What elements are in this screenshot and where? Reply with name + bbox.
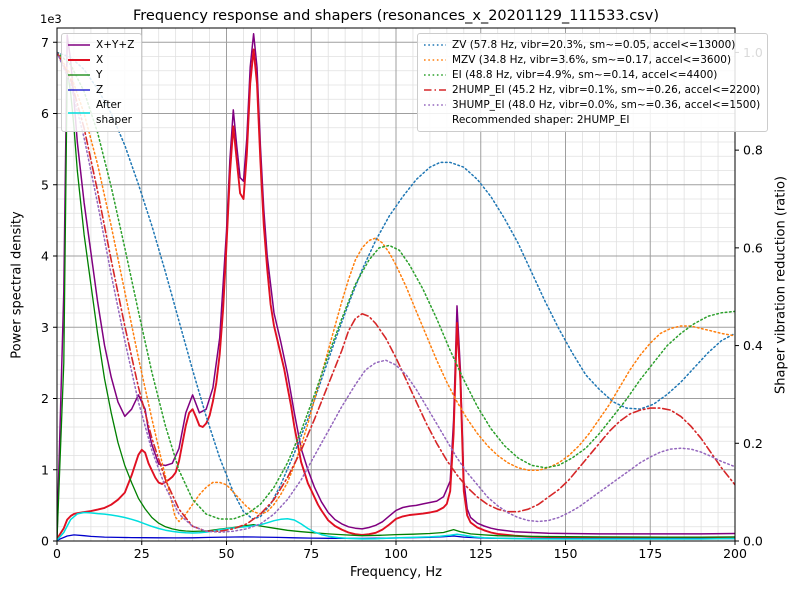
legend-label-2hump-ei: 2HUMP_EI (45.2 Hz, vibr=0.1%, sm~=0.26, … bbox=[452, 83, 761, 96]
legend-item-2hump-ei: 2HUMP_EI (45.2 Hz, vibr=0.1%, sm~=0.26, … bbox=[423, 83, 760, 98]
legend-label-x: X bbox=[96, 53, 104, 66]
legend-label-y: Y bbox=[96, 68, 103, 81]
legend-label-mzv: MZV (34.8 Hz, vibr=3.6%, sm~=0.17, accel… bbox=[452, 53, 732, 66]
svg-text:0: 0 bbox=[53, 546, 61, 561]
legend-label-ei: EI (48.8 Hz, vibr=4.9%, sm~=0.14, accel<… bbox=[452, 68, 718, 81]
svg-text:0.8: 0.8 bbox=[743, 143, 763, 158]
y-axis-label-left: Power spectral density bbox=[9, 211, 25, 359]
recommended-shaper-text: Recommended shaper: 2HUMP_EI bbox=[452, 113, 630, 126]
svg-text:0: 0 bbox=[41, 534, 49, 549]
legend-item-ei: EI (48.8 Hz, vibr=4.9%, sm~=0.14, accel<… bbox=[423, 68, 760, 83]
svg-text:4: 4 bbox=[41, 249, 49, 264]
svg-text:25: 25 bbox=[134, 546, 150, 561]
legend-label-z: Z bbox=[96, 83, 104, 96]
line-sample-z-icon bbox=[67, 85, 91, 95]
legend-shapers: ZV (57.8 Hz, vibr=20.3%, sm~=0.05, accel… bbox=[417, 33, 769, 133]
svg-text:5: 5 bbox=[41, 177, 49, 192]
svg-text:0.6: 0.6 bbox=[743, 240, 763, 255]
svg-text:200: 200 bbox=[723, 546, 747, 561]
legend-label-after-shaper: After shaper bbox=[96, 98, 133, 126]
legend-item-x: X bbox=[67, 53, 134, 68]
y-axis-label-right: Shaper vibration reduction (ratio) bbox=[773, 176, 789, 394]
svg-text:1: 1 bbox=[41, 462, 49, 477]
svg-text:100: 100 bbox=[384, 546, 408, 561]
svg-text:150: 150 bbox=[554, 546, 578, 561]
svg-text:6: 6 bbox=[41, 106, 49, 121]
svg-text:75: 75 bbox=[303, 546, 319, 561]
line-sample-ei-icon bbox=[423, 70, 447, 80]
svg-text:3: 3 bbox=[41, 320, 49, 335]
svg-text:2: 2 bbox=[41, 391, 49, 406]
line-sample-y-icon bbox=[67, 70, 91, 80]
x-axis-label: Frequency, Hz bbox=[349, 565, 443, 580]
line-sample-zv-icon bbox=[423, 40, 447, 50]
line-sample-mzv-icon bbox=[423, 55, 447, 65]
line-sample-x-icon bbox=[67, 55, 91, 65]
svg-text:125: 125 bbox=[469, 546, 493, 561]
svg-text:0.2: 0.2 bbox=[743, 436, 763, 451]
legend-item-y: Y bbox=[67, 68, 134, 83]
line-sample-after-shaper-icon bbox=[67, 108, 91, 118]
svg-text:0.0: 0.0 bbox=[743, 534, 763, 549]
svg-text:50: 50 bbox=[219, 546, 235, 561]
y-axis-offset-text: 1e3 bbox=[40, 12, 62, 26]
legend-item-after-shaper: After shaper bbox=[67, 98, 134, 128]
legend-item-z: Z bbox=[67, 83, 134, 98]
line-sample-2hump-ei-icon bbox=[423, 85, 447, 95]
chart-title: Frequency response and shapers (resonanc… bbox=[133, 8, 659, 24]
legend-label-3hump-ei: 3HUMP_EI (48.0 Hz, vibr=0.0%, sm~=0.36, … bbox=[452, 98, 761, 111]
legend-label-zv: ZV (57.8 Hz, vibr=20.3%, sm~=0.05, accel… bbox=[452, 39, 736, 51]
line-sample-3hump-ei-icon bbox=[423, 100, 447, 110]
legend-label-xyz: X+Y+Z bbox=[96, 39, 135, 51]
legend-item-mzv: MZV (34.8 Hz, vibr=3.6%, sm~=0.17, accel… bbox=[423, 53, 760, 68]
svg-text:0.4: 0.4 bbox=[743, 338, 763, 353]
line-sample-xyz-icon bbox=[67, 40, 91, 50]
svg-text:175: 175 bbox=[638, 546, 662, 561]
legend-item-xyz: X+Y+Z bbox=[67, 38, 134, 53]
legend-item-3hump-ei: 3HUMP_EI (48.0 Hz, vibr=0.0%, sm~=0.36, … bbox=[423, 98, 760, 113]
svg-text:7: 7 bbox=[41, 35, 49, 50]
legend-item-recommended: Recommended shaper: 2HUMP_EI bbox=[423, 113, 760, 128]
legend-item-zv: ZV (57.8 Hz, vibr=20.3%, sm~=0.05, accel… bbox=[423, 38, 760, 53]
legend-psd: X+Y+Z X Y Z After shaper bbox=[61, 33, 143, 133]
